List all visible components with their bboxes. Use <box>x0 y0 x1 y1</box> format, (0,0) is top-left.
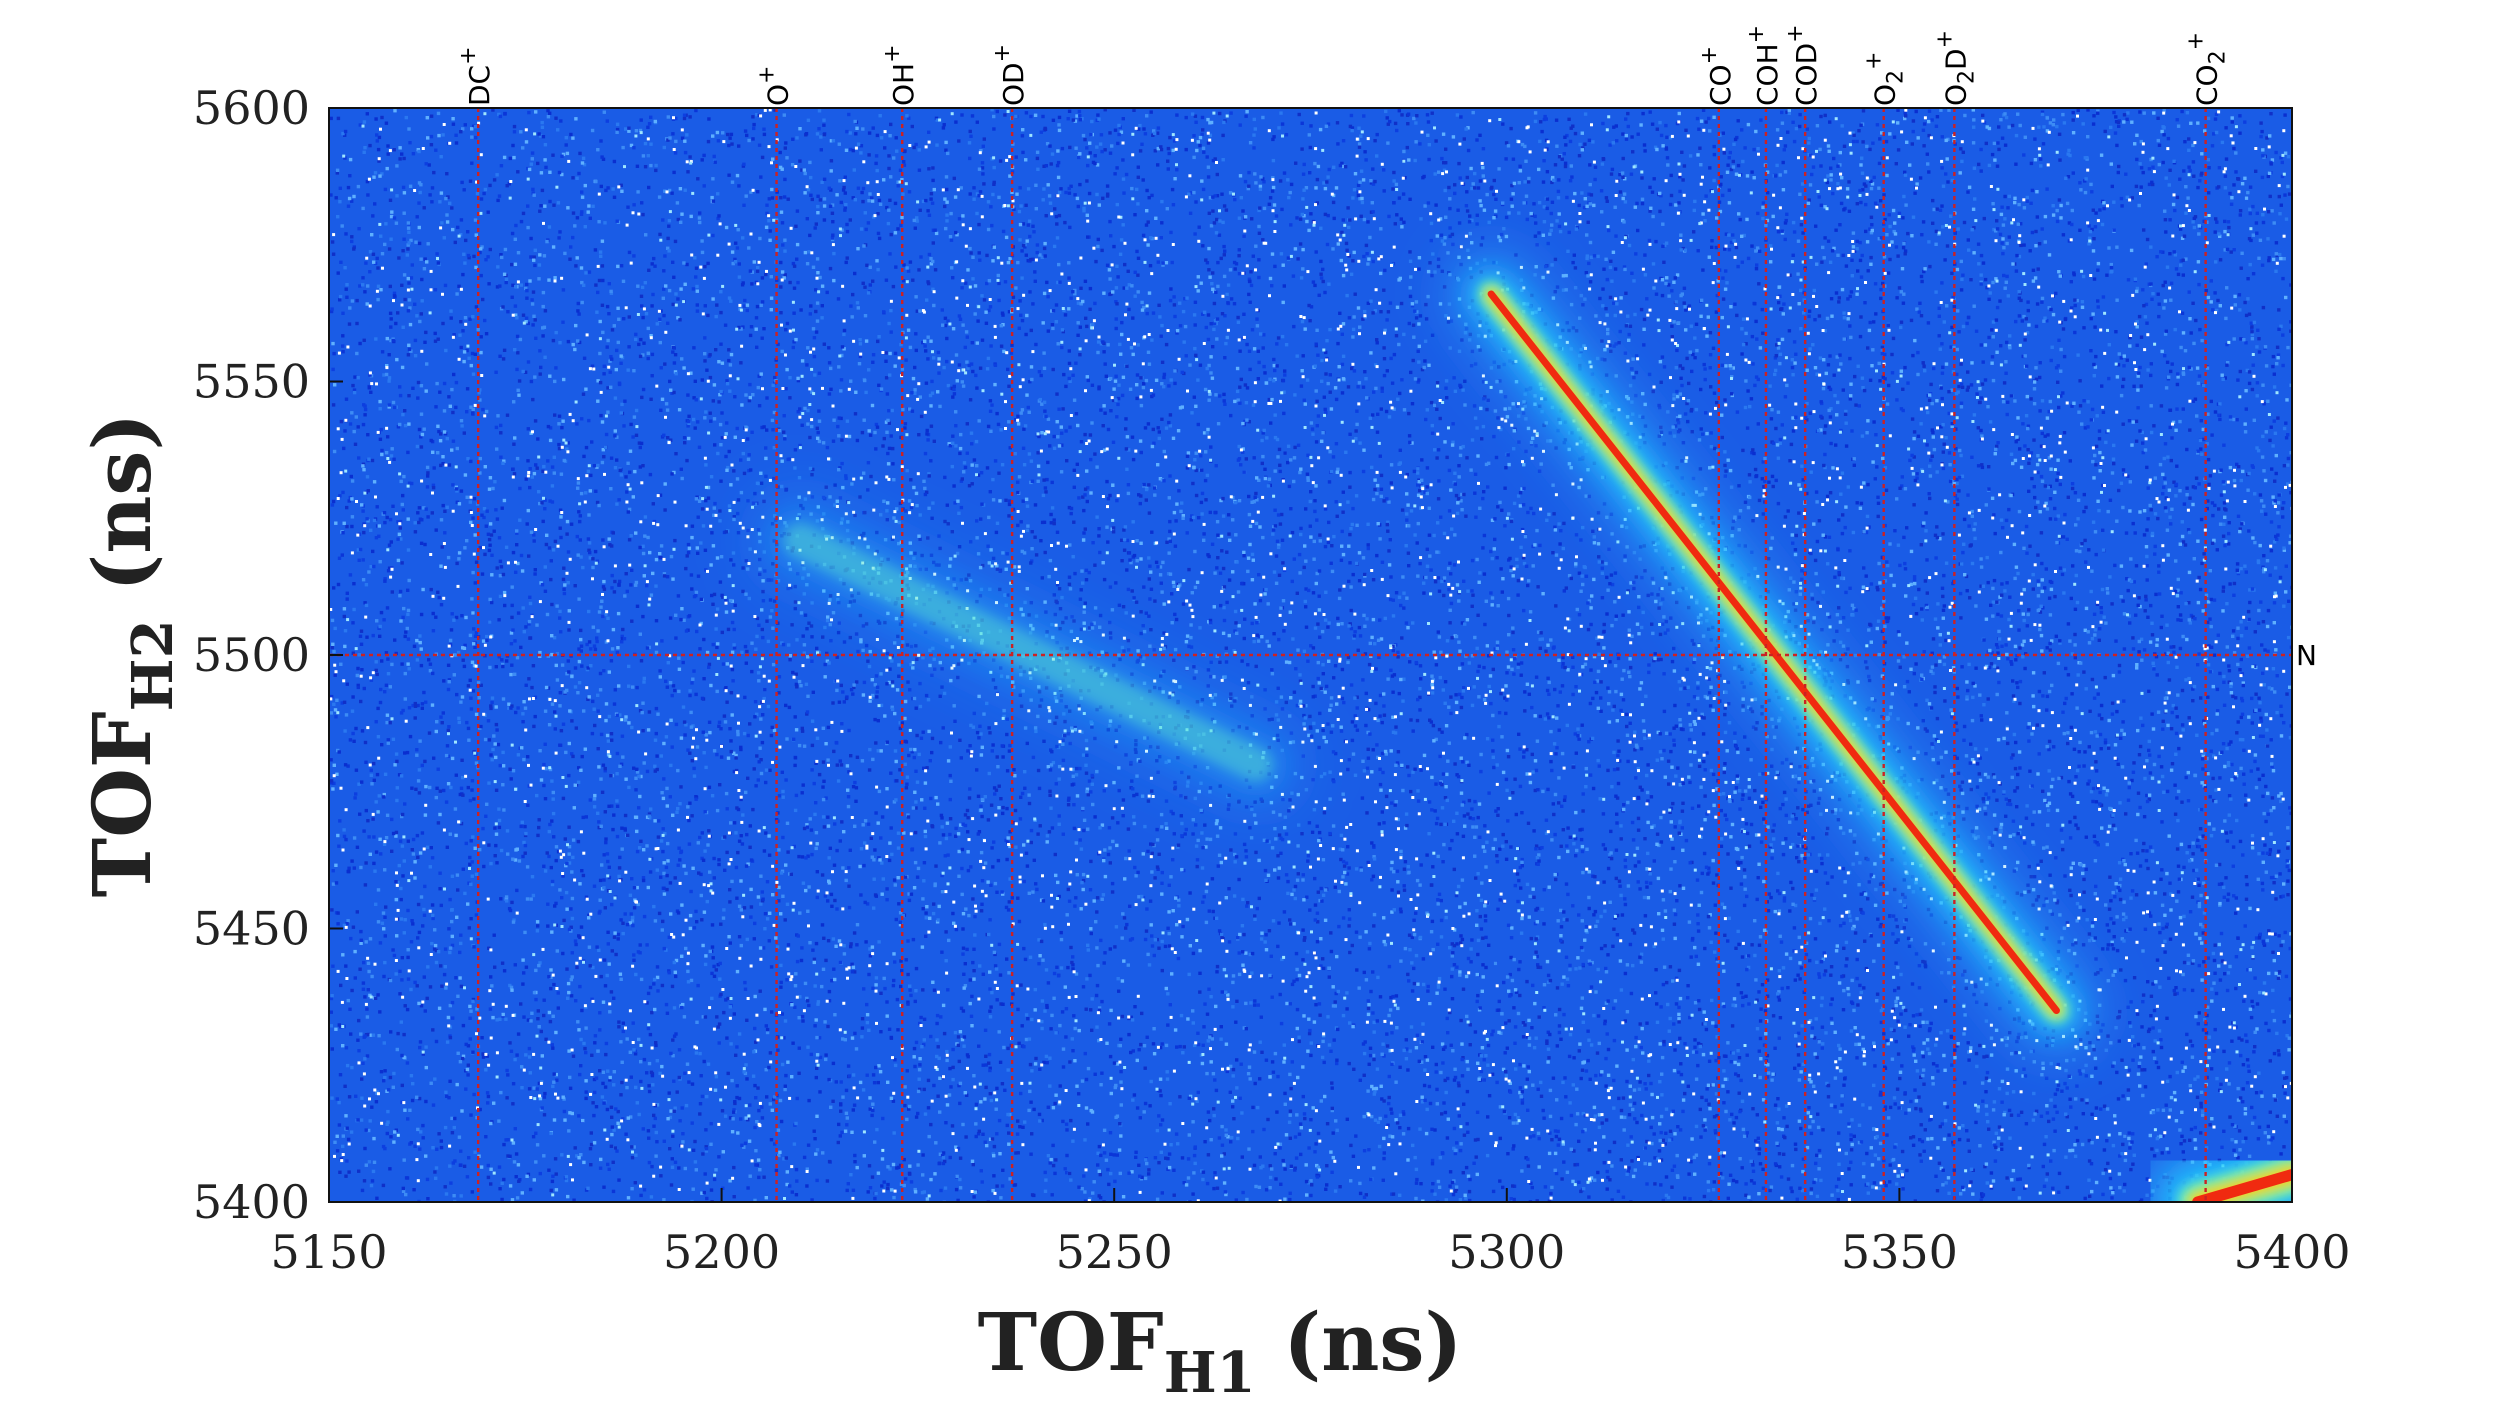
y-axis-ticks: 5400 5450 5500 5550 5600 <box>193 81 343 1229</box>
heatmap-background <box>329 108 2292 1202</box>
y-axis-title-unit: (ns) <box>75 413 169 620</box>
y-tick-label: 5550 <box>193 355 310 409</box>
marker-label-9: CO2+ <box>2184 32 2231 106</box>
x-axis-title-unit: (ns) <box>1256 1295 1463 1389</box>
x-axis-title: TOFH1 (ns) <box>978 1295 1463 1406</box>
y-tick-label: 5600 <box>193 81 310 135</box>
y-axis-title-main: TOF <box>75 711 169 897</box>
plot-area <box>329 108 2292 1202</box>
y-tick-label: 5500 <box>193 628 310 682</box>
marker-label-3: OD+ <box>990 44 1030 106</box>
y-axis-title: TOFH2 (ns) <box>75 413 186 898</box>
y-axis-title-sub: H2 <box>120 619 186 711</box>
marker-label-h-0: N <box>2296 639 2317 672</box>
marker-label-4: CO+ <box>1697 46 1737 106</box>
x-tick-label: 5300 <box>1448 1225 1565 1279</box>
x-axis-ticks: 5150 5200 5250 5300 5350 5400 <box>270 1188 2351 1279</box>
marker-label-2: OH+ <box>880 44 920 106</box>
x-tick-label: 5200 <box>663 1225 780 1279</box>
background-noise <box>329 108 2292 1202</box>
heatmap-features <box>737 248 2292 1202</box>
strong-diagonal-band <box>1446 248 2102 1056</box>
corner-band <box>2125 1102 2292 1202</box>
x-tick-label: 5400 <box>2233 1225 2350 1279</box>
marker-labels: DC+ O+ OH+ OD+ CO+ COH+COD+ O2+ O2D+ CO2+ N <box>456 24 2317 672</box>
x-tick-label: 5150 <box>270 1225 387 1279</box>
x-axis-title-sub: H1 <box>1164 1340 1256 1406</box>
faint-diagonal-band <box>737 477 1319 828</box>
marker-label-7: O2+ <box>1862 52 1909 106</box>
reference-lines <box>329 108 2292 1202</box>
x-tick-label: 5350 <box>1841 1225 1958 1279</box>
x-axis-title-main: TOF <box>978 1295 1164 1389</box>
x-tick-label: 5250 <box>1056 1225 1173 1279</box>
marker-label-5: COH+ <box>1744 25 1784 106</box>
marker-label-8: O2D+ <box>1932 30 1979 106</box>
y-tick-label: 5400 <box>193 1175 310 1229</box>
marker-label-6: COD+ <box>1783 24 1823 106</box>
marker-label-1: O+ <box>755 66 795 106</box>
marker-label-0: DC+ <box>456 46 496 106</box>
y-tick-label: 5450 <box>193 902 310 956</box>
